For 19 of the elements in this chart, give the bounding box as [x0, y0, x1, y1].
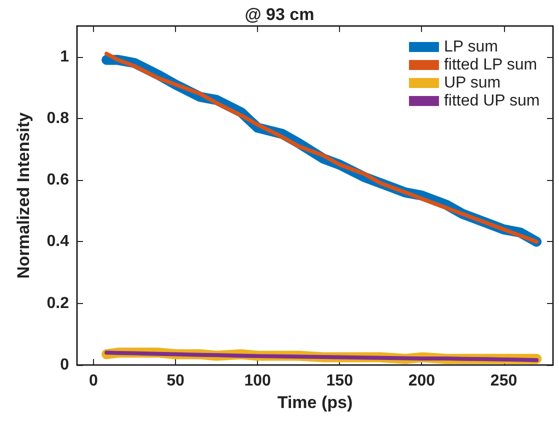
- y-tick-label: 0: [60, 356, 70, 374]
- x-tick-label: 200: [408, 372, 436, 390]
- chart-title: @ 93 cm: [244, 5, 314, 24]
- legend-label: LP sum: [444, 38, 498, 56]
- y-tick-label: 0.4: [46, 233, 70, 250]
- y-tick-label: 0.6: [46, 172, 70, 189]
- x-tick-label: 250: [490, 372, 518, 390]
- x-axis-title: Time (ps): [277, 392, 353, 412]
- legend-label: fitted UP sum: [444, 92, 540, 110]
- legend-label: fitted LP sum: [444, 56, 538, 74]
- x-tick-label: 100: [244, 372, 271, 390]
- y-tick-label: 0.8: [46, 110, 70, 127]
- x-tick-label: 150: [326, 372, 354, 390]
- legend-label: UP sum: [444, 74, 501, 92]
- y-axis-title: Normalized Intensity: [14, 112, 33, 279]
- y-tick-label: 1: [60, 48, 70, 66]
- x-tick-label: 0: [88, 372, 98, 390]
- x-tick-label: 50: [166, 372, 184, 390]
- y-tick-label: 0.2: [46, 294, 70, 312]
